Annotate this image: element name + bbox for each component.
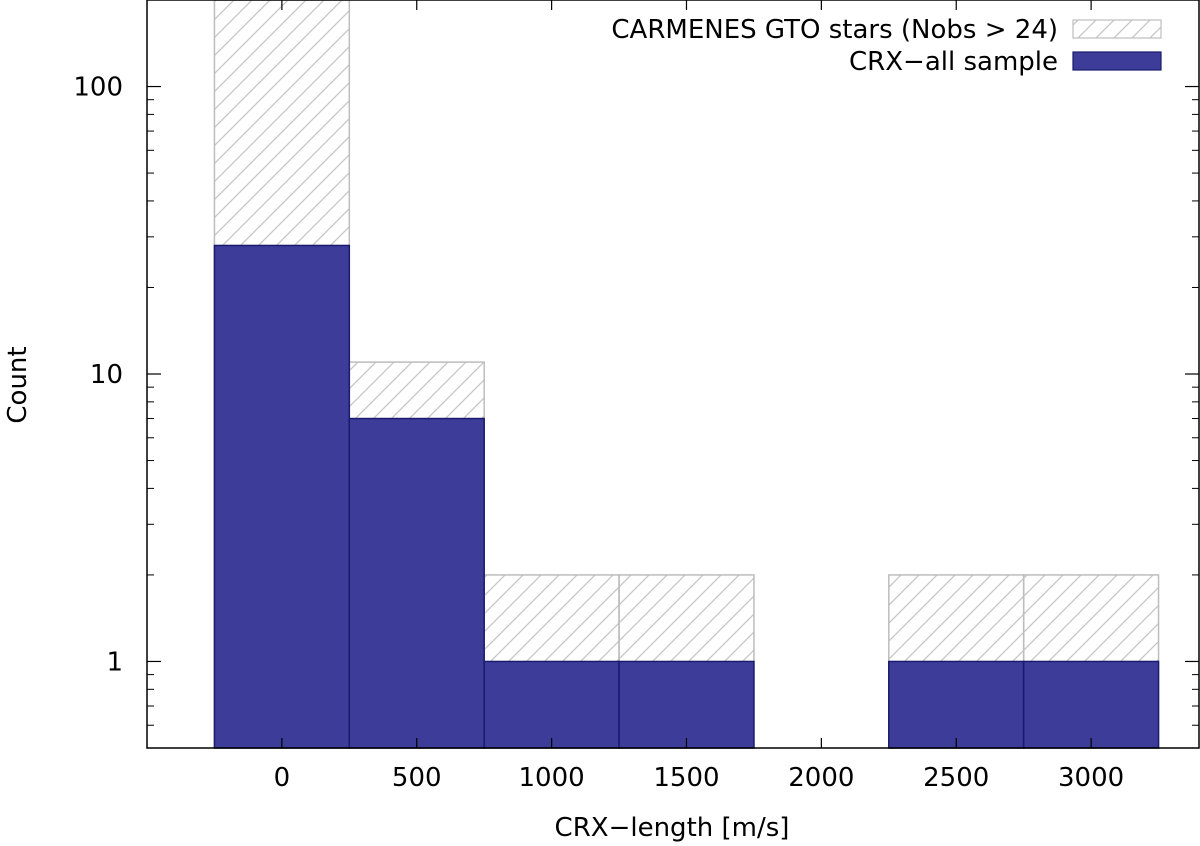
y-tick-label: 10 (90, 360, 123, 390)
legend-swatch-gto (1072, 19, 1162, 39)
axis-ticks: 0 500 1000 1500 2000 2500 3000 1 10 100 (73, 0, 1199, 793)
x-tick-label: 500 (392, 763, 442, 793)
legend-label-crx: CRX−all sample (849, 47, 1058, 77)
x-tick-label: 2000 (788, 763, 854, 793)
legend-swatch-crx (1072, 51, 1162, 71)
x-axis-label: CRX−length [m/s] (555, 813, 790, 843)
bar-crx-500 (348, 417, 485, 749)
bar-crx-0 (213, 244, 351, 749)
legend-label-gto: CARMENES GTO stars (Nobs > 24) (611, 15, 1058, 45)
bar-crx-3000 (1022, 660, 1160, 749)
x-tick-label: 3000 (1058, 763, 1124, 793)
x-tick-label: 1000 (519, 763, 585, 793)
x-tick-label: 1500 (653, 763, 719, 793)
x-tick-label: 2500 (923, 763, 989, 793)
y-axis-label: Count (3, 346, 33, 423)
bars-crx-all (213, 244, 1160, 749)
bar-crx-1500 (618, 660, 755, 749)
bar-crx-2500 (888, 660, 1025, 749)
legend: CARMENES GTO stars (Nobs > 24) CRX−all s… (611, 15, 1162, 77)
x-tick-label: 0 (274, 763, 291, 793)
y-tick-label: 1 (106, 647, 123, 677)
y-tick-label: 100 (73, 73, 123, 103)
bar-crx-1000 (483, 660, 620, 749)
